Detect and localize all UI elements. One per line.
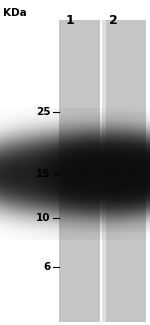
Text: 10: 10: [36, 213, 50, 223]
Text: 25: 25: [36, 107, 50, 117]
Text: 1: 1: [65, 14, 74, 27]
Bar: [104, 20, 146, 322]
Text: 6: 6: [43, 262, 50, 271]
Text: 2: 2: [109, 14, 118, 27]
Bar: [102, 20, 106, 322]
Text: 15: 15: [36, 169, 50, 179]
Text: KDa: KDa: [3, 8, 27, 18]
Bar: [58, 20, 100, 322]
